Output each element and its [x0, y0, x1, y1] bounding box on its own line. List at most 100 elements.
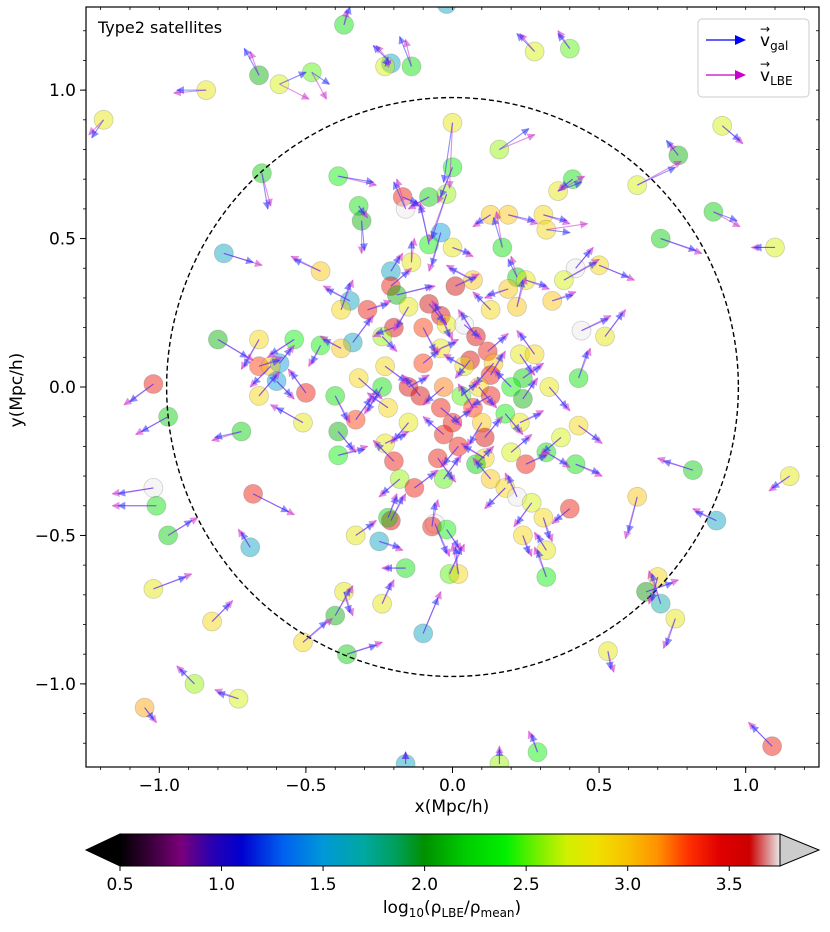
v-gal-arrow — [508, 214, 536, 224]
v-gal-arrow — [443, 457, 459, 480]
v-gal-arrow — [581, 317, 609, 332]
v-gal-arrow — [439, 167, 454, 198]
v-gal-arrow — [311, 71, 331, 85]
v-gal-arrow — [604, 311, 624, 337]
v-gal-arrow — [516, 33, 535, 52]
v-gal-arrow — [275, 407, 304, 424]
v-gal-arrow — [240, 531, 251, 548]
v-gal-arrow — [546, 227, 571, 236]
satellite-point — [703, 201, 724, 222]
v-lbe-arrow — [311, 72, 327, 100]
colorbar-label: log10(ρLBE/ρmean) — [383, 898, 521, 920]
satellite-point — [498, 279, 519, 299]
colorbar-tick-label: 0.5 — [106, 875, 133, 895]
satellite-point — [536, 219, 557, 240]
v-lbe-arrow — [279, 83, 310, 100]
colorbar-body — [119, 833, 781, 867]
v-gal-arrow — [216, 690, 239, 700]
v-gal-arrow — [355, 523, 375, 536]
v-gal-arrow — [243, 339, 260, 368]
satellite-point — [325, 385, 346, 406]
v-gal-arrow — [398, 35, 412, 67]
v-gal-arrow — [525, 454, 548, 465]
v-gal-arrow — [414, 472, 436, 489]
satellite-point — [442, 157, 463, 178]
v-gal-arrow — [425, 386, 445, 403]
colorbar-tick-label: 2.0 — [411, 875, 438, 895]
v-gal-arrow — [475, 214, 491, 225]
v-gal-arrow — [390, 270, 410, 287]
v-gal-arrow — [293, 258, 321, 272]
v-gal-arrow — [522, 535, 531, 555]
satellite-point — [401, 56, 422, 77]
v-gal-arrow — [487, 335, 507, 352]
satellite-point — [598, 641, 618, 662]
v-gal-arrow — [495, 371, 512, 388]
v-gal-arrow — [522, 380, 536, 400]
v-gal-arrow — [357, 205, 366, 216]
v-gal-arrow — [430, 501, 439, 527]
v-gal-arrow — [452, 546, 461, 575]
v-gal-arrow — [144, 707, 155, 721]
v-gal-arrow — [440, 315, 451, 338]
v-gal-arrow — [563, 261, 598, 281]
v-gal-arrow — [387, 495, 398, 518]
v-gal-arrow — [258, 358, 281, 367]
legend-label-v-lbe: vLBE — [760, 66, 793, 88]
legend-label-v-gal: vgal — [760, 31, 788, 53]
chart-title: Type2 satellites — [97, 18, 222, 37]
satellite-point — [559, 38, 580, 59]
v-gal-arrow — [91, 119, 105, 139]
v-gal-arrow — [650, 573, 662, 604]
v-gal-arrow — [430, 193, 448, 240]
v-gal-arrow — [393, 181, 407, 210]
v-gal-arrow — [660, 238, 697, 252]
satellite-point — [310, 335, 331, 356]
colorbar-tick-label: 3.5 — [716, 875, 743, 895]
v-gal-arrow — [469, 422, 483, 445]
satellite-point — [533, 507, 554, 528]
v-lbe-arrow — [499, 133, 536, 151]
satellite-point — [513, 388, 533, 409]
v-gal-arrow — [258, 374, 278, 397]
colorbar-tick-label: 1.0 — [208, 875, 235, 895]
v-gal-arrow — [460, 386, 474, 409]
satellite-point — [243, 483, 264, 504]
v-gal-arrow — [499, 128, 530, 150]
v-gal-arrow — [578, 425, 600, 442]
v-gal-arrow — [214, 430, 242, 440]
satellite-point — [436, 314, 457, 335]
v-gal-arrow — [575, 463, 601, 475]
v-gal-arrow — [261, 173, 271, 210]
satellite-point — [345, 409, 366, 430]
v-gal-arrow — [337, 431, 354, 451]
v-gal-arrow — [460, 311, 477, 337]
satellite-point — [207, 329, 228, 350]
v-gal-arrow — [390, 495, 404, 521]
satellite-point — [398, 412, 419, 433]
v-gal-arrow — [437, 457, 454, 480]
v-gal-arrow — [358, 377, 380, 397]
v-lbe-arrow — [546, 220, 589, 231]
v-gal-arrow — [557, 180, 583, 192]
colorbar-tick-label: 2.5 — [513, 875, 540, 895]
v-gal-arrow — [519, 354, 533, 373]
satellite-point — [231, 421, 252, 442]
v-gal-arrow — [445, 356, 465, 367]
satellite-point — [293, 412, 313, 433]
v-gal-arrow — [276, 380, 292, 397]
v-gal-arrow — [636, 166, 677, 186]
v-gal-arrow — [535, 549, 547, 578]
satellite-point — [489, 139, 510, 160]
x-tick-label: 0.5 — [586, 776, 613, 796]
v-gal-arrow — [355, 398, 371, 420]
v-gal-arrow — [548, 386, 568, 409]
v-gal-arrow — [598, 264, 630, 279]
v-gal-arrow — [269, 339, 295, 355]
v-gal-arrow — [396, 306, 409, 329]
satellite-point — [492, 237, 513, 258]
v-gal-arrow — [516, 502, 533, 525]
v-gal-arrow — [771, 475, 790, 489]
v-gal-arrow — [486, 288, 509, 297]
